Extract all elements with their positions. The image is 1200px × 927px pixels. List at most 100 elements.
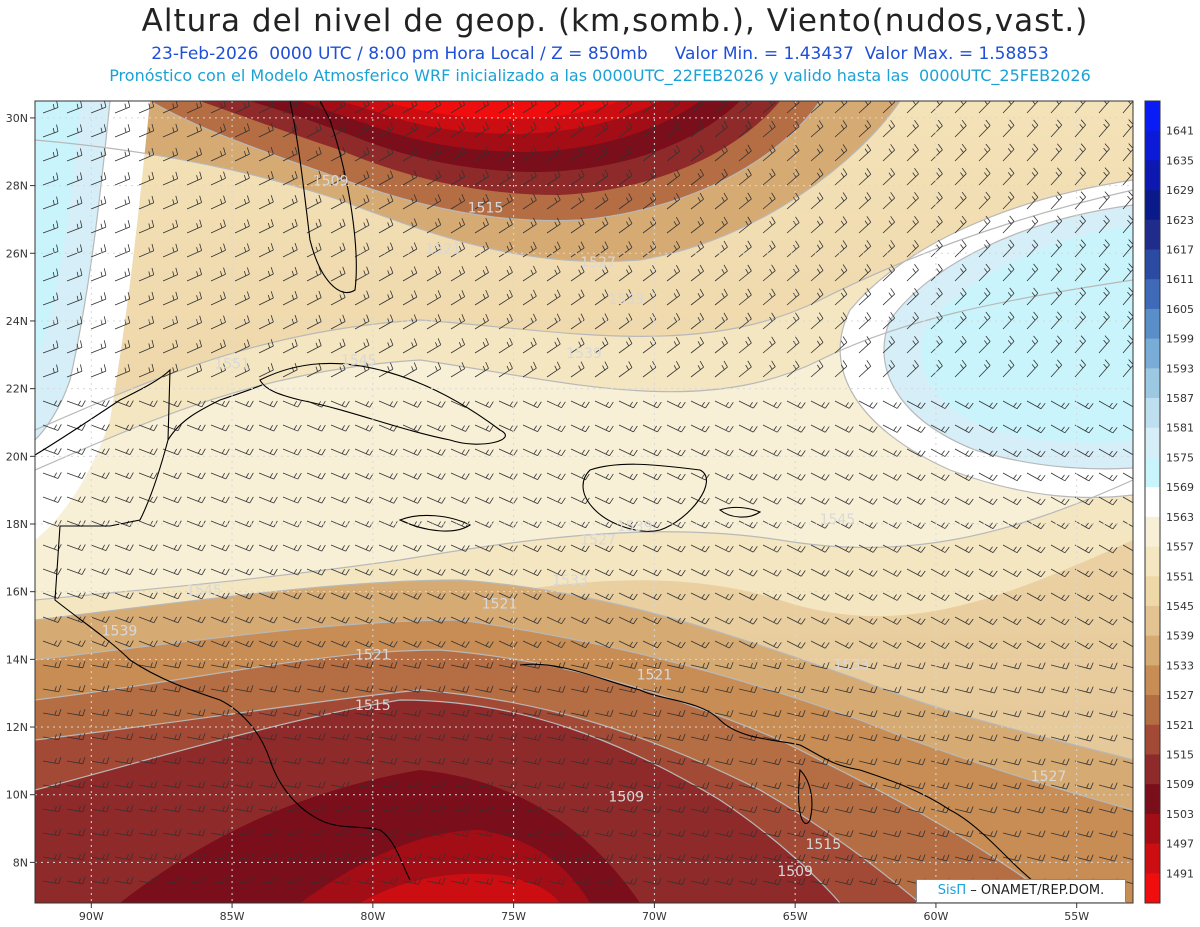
wind-barb <box>810 192 824 210</box>
wind-barb <box>978 710 998 718</box>
wind-barb <box>546 448 566 457</box>
wind-barb <box>42 709 62 717</box>
wind-barb <box>546 805 566 813</box>
wind-barb <box>882 806 902 814</box>
wind-barb <box>882 424 902 433</box>
wind-barb <box>954 758 974 766</box>
wind-barb <box>114 877 134 885</box>
wind-barb <box>1098 143 1110 162</box>
wind-barb <box>42 424 62 431</box>
contour-label: 1515 <box>468 201 504 217</box>
wind-barb <box>594 289 609 306</box>
wind-barb <box>594 448 614 457</box>
wind-barb <box>330 122 346 138</box>
wind-barb <box>690 640 710 649</box>
wind-barb <box>1074 854 1094 862</box>
wind-barb <box>666 640 686 649</box>
wind-barb <box>834 360 848 378</box>
wind-barb <box>594 169 609 186</box>
wind-barb <box>474 781 494 789</box>
wind-barb <box>954 287 967 306</box>
wind-barb <box>426 170 442 186</box>
wind-barb <box>498 616 518 624</box>
wind-barb <box>258 685 278 693</box>
wind-barb <box>354 314 370 330</box>
wind-barb <box>186 544 206 552</box>
wind-barb <box>546 241 561 258</box>
wind-barb <box>258 805 278 813</box>
wind-barb <box>378 146 394 162</box>
wind-barb <box>906 448 926 457</box>
wind-barb <box>930 359 943 378</box>
wind-barb <box>834 854 854 862</box>
colorbar: 1641 1635 1629 1623 1617 1611 1605 1599 1593 1587… <box>1144 100 1194 904</box>
wind-barb <box>138 661 158 669</box>
wind-barb <box>138 757 158 765</box>
wind-barb <box>618 805 638 813</box>
wind-barb <box>666 544 686 553</box>
wind-barb <box>354 146 370 162</box>
wind-barb <box>858 424 878 433</box>
wind-barb <box>90 268 107 282</box>
wind-barb <box>906 496 926 505</box>
wind-barb <box>402 400 422 408</box>
wind-barb <box>138 877 158 885</box>
wind-barb <box>906 215 919 234</box>
wind-barb <box>1074 239 1086 258</box>
wind-barb <box>522 169 537 186</box>
wind-barb <box>570 217 585 234</box>
wind-barb <box>354 685 374 693</box>
wind-barb <box>690 616 710 625</box>
wind-barb <box>306 146 322 162</box>
wind-barb <box>162 291 179 306</box>
wind-barb <box>642 361 657 378</box>
wind-barb <box>978 119 991 138</box>
wind-barb <box>378 122 394 138</box>
wind-barb <box>762 758 782 766</box>
wind-barb <box>666 120 681 138</box>
wind-barb <box>330 314 346 330</box>
wind-barb <box>666 661 686 669</box>
wind-barb <box>378 829 398 837</box>
wind-barb <box>762 496 782 505</box>
wind-barb <box>954 143 967 162</box>
wind-barb <box>498 661 518 669</box>
wind-barb <box>690 661 710 669</box>
wind-barb <box>978 311 991 330</box>
wind-barb <box>426 194 442 210</box>
wind-barb <box>570 361 585 378</box>
colorbar-label: 1641 <box>1166 125 1194 138</box>
wind-barb <box>642 592 662 601</box>
wind-barb <box>426 781 446 789</box>
wind-barb <box>858 360 872 378</box>
wind-barb <box>1074 359 1086 378</box>
wind-barb <box>594 265 609 282</box>
wind-barb <box>570 337 585 354</box>
wind-barb <box>354 733 374 741</box>
wind-barb <box>378 218 394 234</box>
wind-barb <box>474 685 494 693</box>
wind-barb <box>1074 686 1094 694</box>
wind-barb <box>354 757 374 765</box>
wind-barb <box>1026 448 1046 458</box>
lon-tick-label: 90W <box>79 910 104 923</box>
wind-barb <box>66 592 86 599</box>
wind-barb <box>1050 640 1070 650</box>
wind-barb <box>618 121 633 138</box>
wind-barb <box>522 544 542 552</box>
wind-barb <box>306 448 326 456</box>
colorbar-label: 1521 <box>1166 719 1194 732</box>
wind-barb <box>282 877 302 885</box>
wind-barb <box>858 144 872 162</box>
wind-barb <box>618 496 638 505</box>
colorbar-swatch <box>1145 487 1160 518</box>
wind-barb <box>1002 544 1022 554</box>
wind-barb <box>498 472 518 480</box>
wind-barb <box>210 805 230 813</box>
wind-barb <box>282 267 298 282</box>
wind-barb <box>738 288 752 306</box>
wind-barb <box>282 496 302 504</box>
wind-barb <box>402 122 418 138</box>
wind-barb <box>930 496 950 505</box>
wind-barb <box>186 616 206 624</box>
